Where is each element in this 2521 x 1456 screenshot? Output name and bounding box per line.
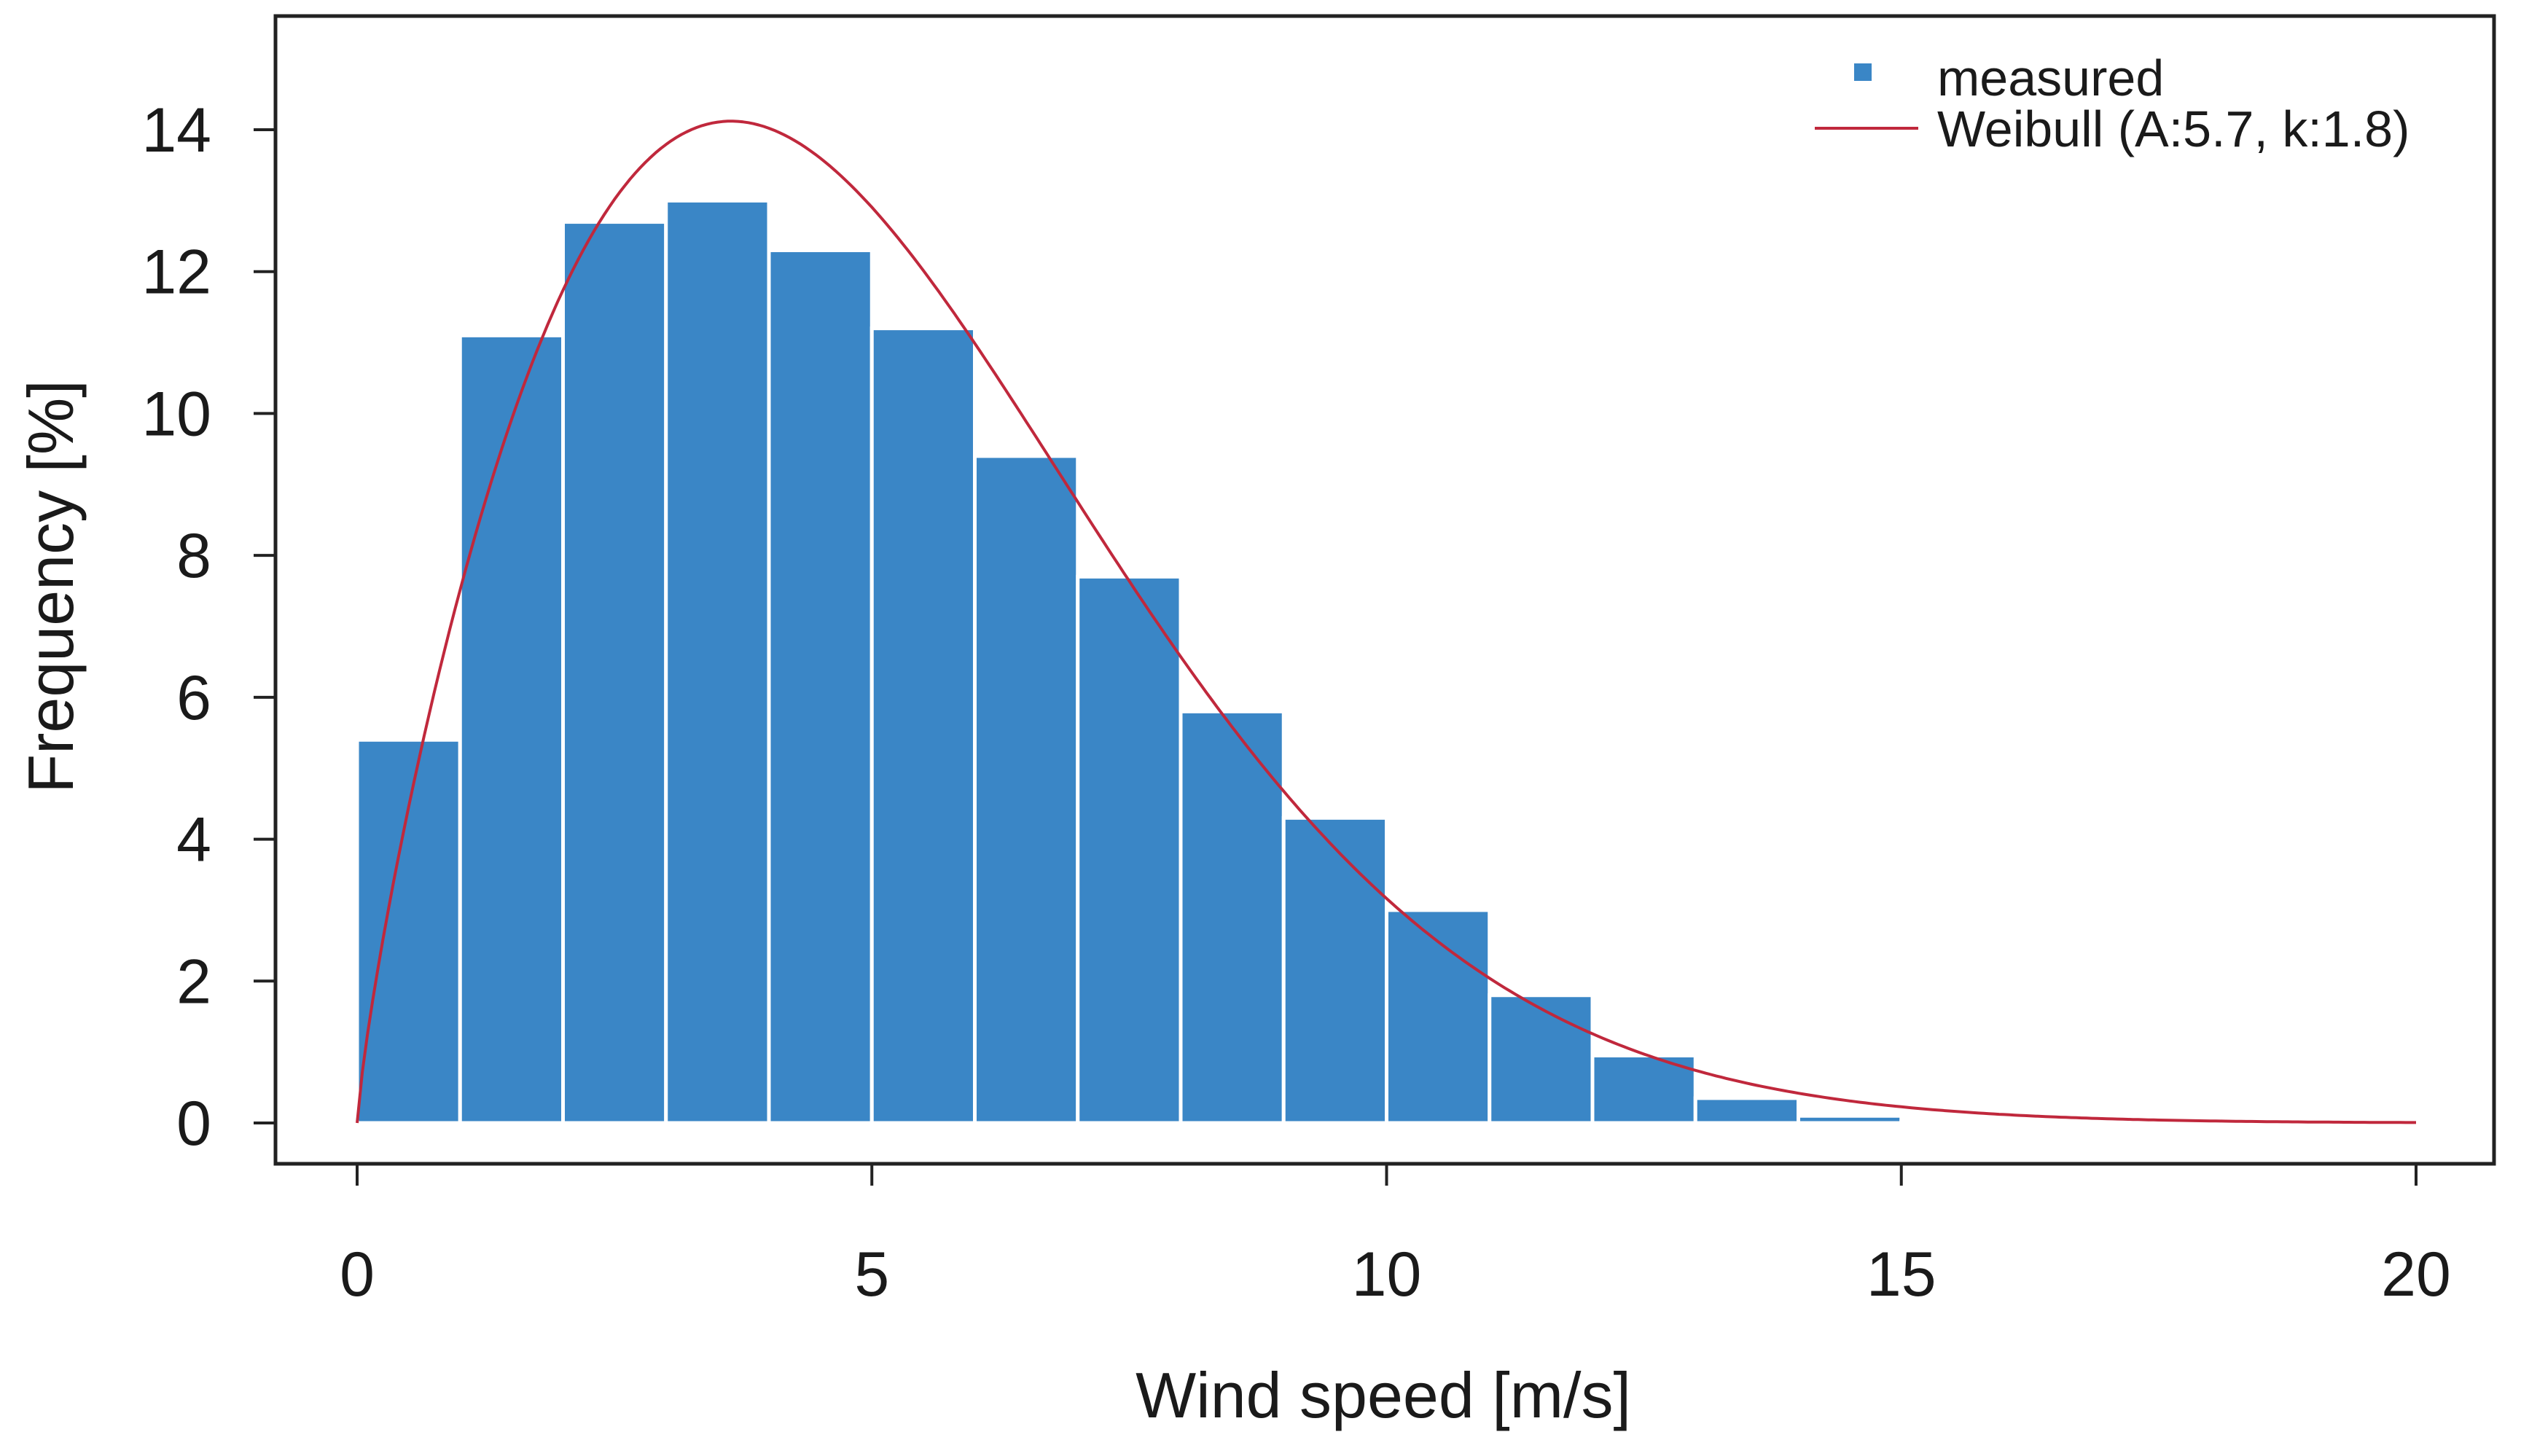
y-tick-label-14: 14 — [141, 95, 211, 165]
plot-frame — [273, 14, 2496, 1166]
bars-layer — [355, 198, 2006, 1125]
bar-11 — [1488, 993, 1595, 1125]
y-tick-label-10: 10 — [141, 379, 211, 449]
x-tick-label-10: 10 — [1352, 1240, 1422, 1310]
x-tick-label-5: 5 — [854, 1240, 889, 1310]
bar-0 — [355, 737, 462, 1125]
y-tick-label-4: 4 — [176, 805, 211, 875]
x-tick-label-0: 0 — [340, 1240, 375, 1310]
bar-6 — [973, 454, 1080, 1125]
legend-swatch-measured — [1854, 63, 1872, 81]
legend-label-weibull: Weibull (A:5.7, k:1.8) — [1937, 101, 2409, 157]
bar-2 — [561, 220, 668, 1125]
weibull-curve — [356, 120, 2416, 1124]
bar-5 — [869, 326, 977, 1125]
x-tick-label-20: 20 — [2381, 1240, 2451, 1310]
bar-7 — [1076, 574, 1183, 1125]
x-axis-title: Wind speed [m/s] — [1136, 1359, 1631, 1431]
bar-14 — [1797, 1113, 1904, 1125]
x-axis: 0 5 10 15 20 — [340, 1164, 2451, 1310]
y-axis-title: Frequency [%] — [15, 380, 87, 793]
legend: measured Weibull (A:5.7, k:1.8) — [1815, 50, 2409, 157]
x-tick-label-15: 15 — [1867, 1240, 1936, 1310]
bar-15 — [1899, 1119, 2006, 1125]
bar-3 — [664, 198, 771, 1125]
bar-9 — [1281, 815, 1388, 1125]
y-tick-label-6: 6 — [176, 663, 211, 733]
y-tick-label-8: 8 — [176, 521, 211, 591]
bar-4 — [767, 248, 874, 1125]
legend-label-measured: measured — [1937, 50, 2164, 106]
bar-1 — [458, 333, 565, 1125]
bar-10 — [1385, 908, 1492, 1125]
y-tick-label-0: 0 — [176, 1089, 211, 1159]
bar-8 — [1179, 709, 1286, 1125]
bar-13 — [1693, 1096, 1800, 1125]
y-tick-label-2: 2 — [176, 947, 211, 1017]
y-axis: 0 2 4 6 8 10 12 14 — [141, 95, 275, 1159]
y-tick-label-12: 12 — [141, 238, 211, 308]
